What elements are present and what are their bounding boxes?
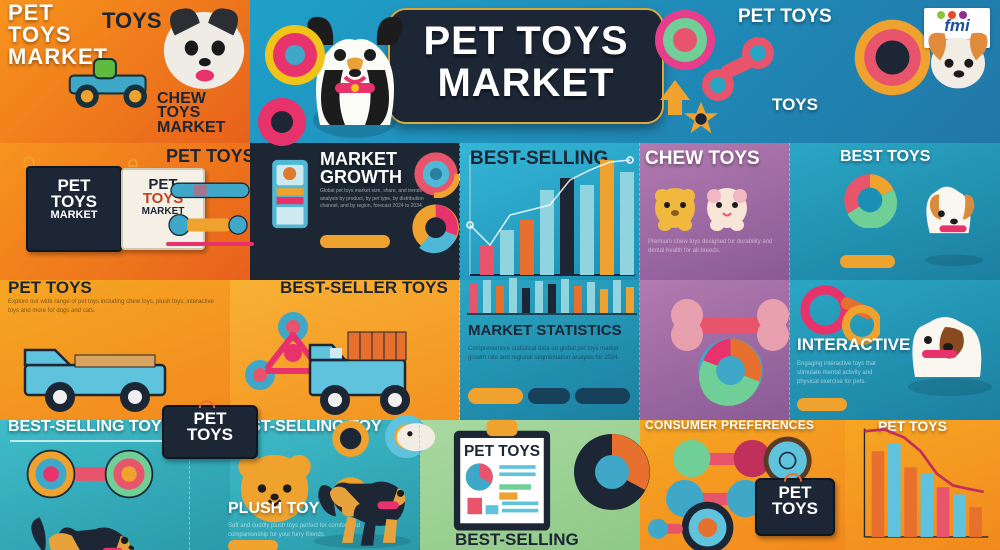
svg-text:PET TOYS: PET TOYS [464, 443, 540, 460]
